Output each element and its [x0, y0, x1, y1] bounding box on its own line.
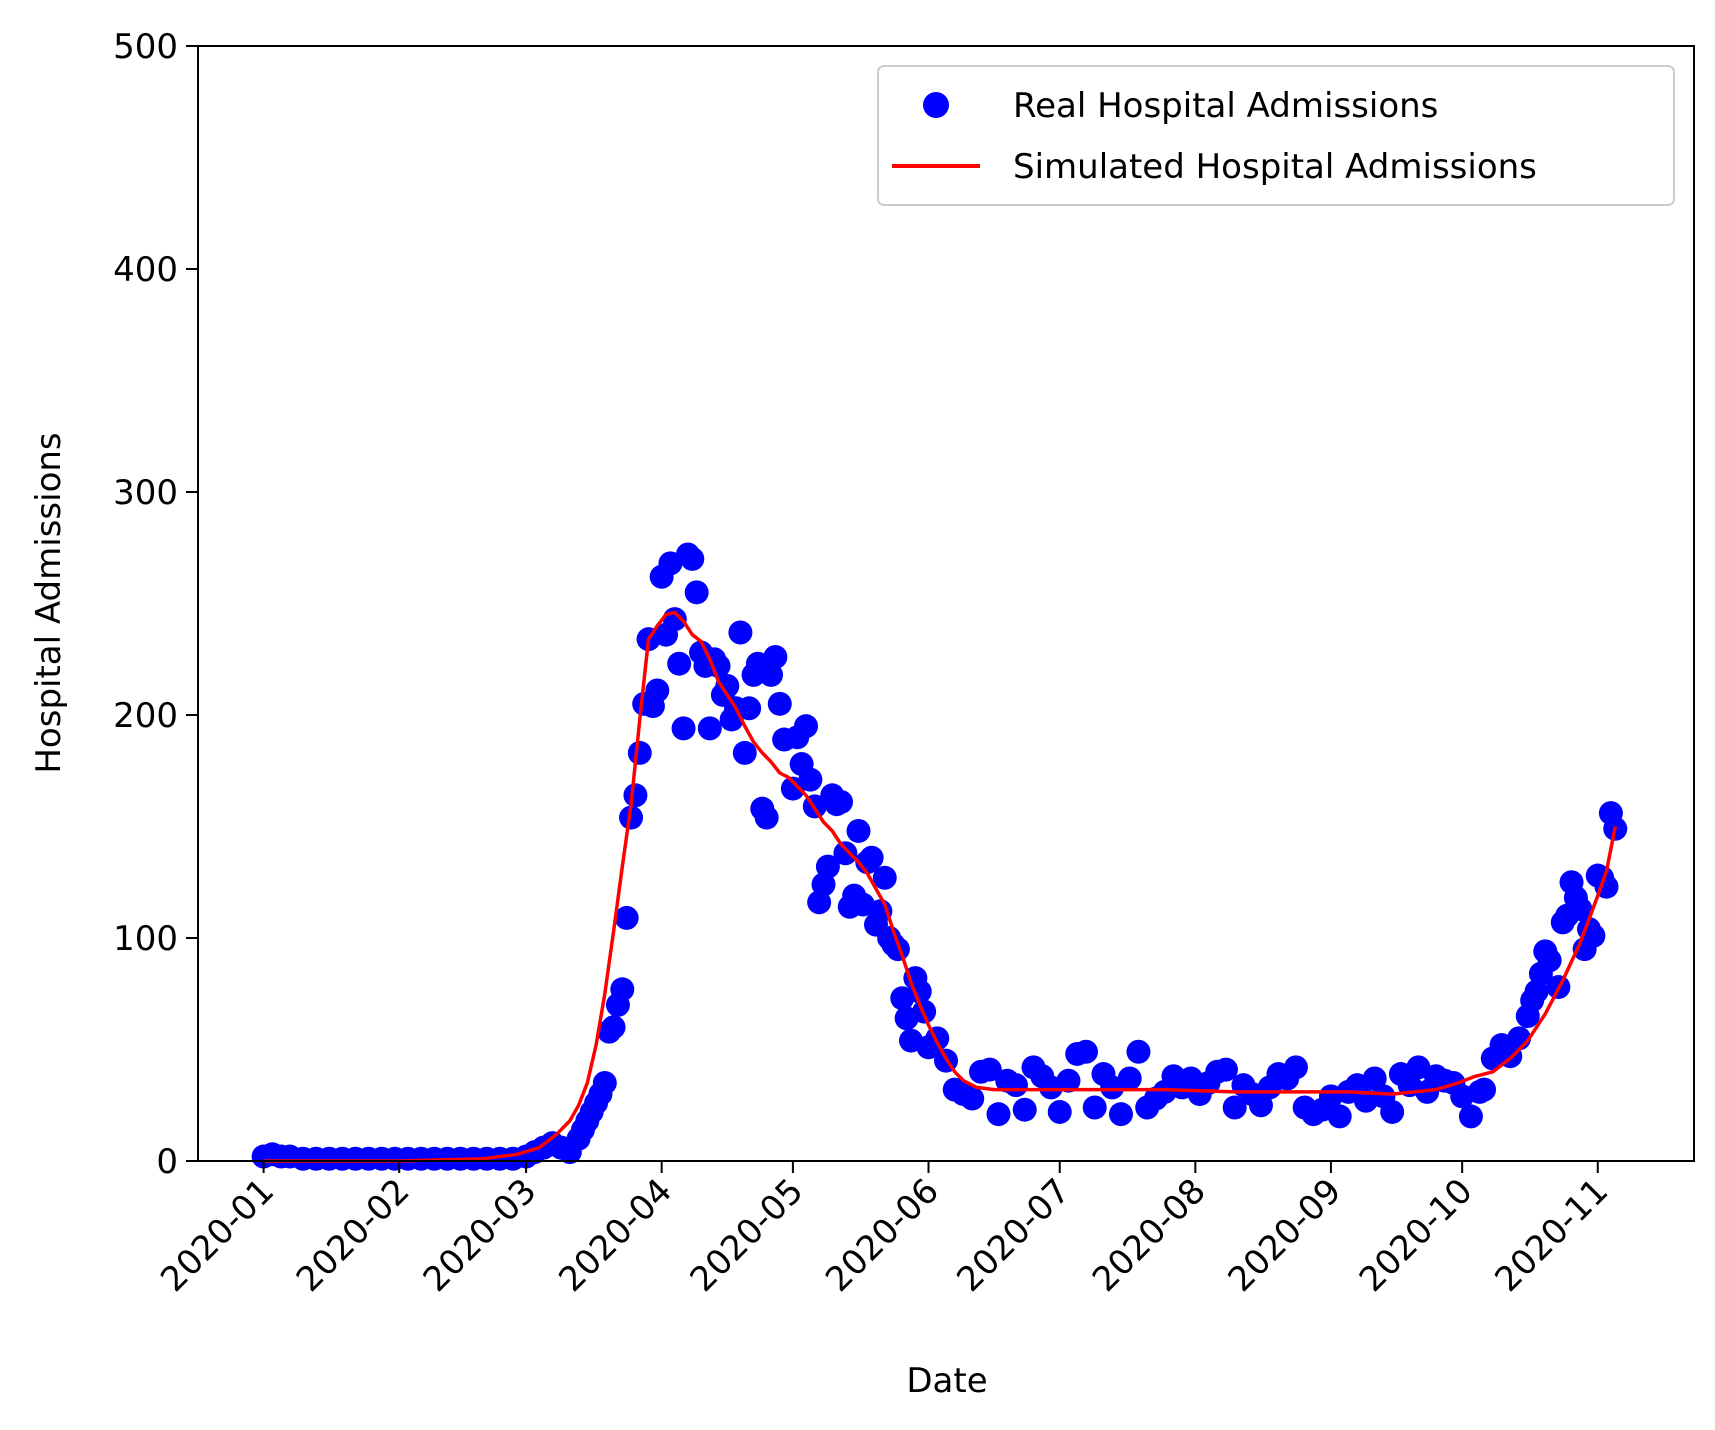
- real-admissions-point: [614, 905, 639, 930]
- real-admissions-point: [1568, 897, 1593, 922]
- real-admissions-point: [763, 645, 788, 670]
- real-admissions-point: [667, 651, 692, 676]
- real-admissions-point: [1248, 1093, 1273, 1118]
- real-admissions-point: [872, 865, 897, 890]
- real-admissions-point: [833, 841, 858, 866]
- y-axis: 0 100 200 300 400 500: [113, 27, 198, 1182]
- real-admissions-point: [610, 977, 635, 1002]
- y-tick-label: 400: [113, 250, 178, 290]
- real-admissions-point: [1082, 1095, 1107, 1120]
- legend: Real Hospital Admissions Simulated Hospi…: [877, 65, 1675, 206]
- real-admissions-point: [815, 854, 840, 879]
- real-admissions-point: [1047, 1099, 1072, 1124]
- real-admissions-point: [1073, 1039, 1098, 1064]
- real-admissions-point: [925, 1026, 950, 1051]
- y-tick-label: 200: [113, 696, 178, 736]
- real-admissions-point: [645, 678, 670, 703]
- plot-marks: [251, 542, 1628, 1171]
- real-admissions-point: [706, 653, 731, 678]
- real-admissions-point: [732, 740, 757, 765]
- real-admissions-point: [1056, 1068, 1081, 1093]
- x-axis-label: Date: [906, 1361, 987, 1401]
- real-admissions-point: [859, 845, 884, 870]
- real-admissions-point: [767, 691, 792, 716]
- real-admissions-point: [623, 783, 648, 808]
- real-admissions-point: [846, 818, 871, 843]
- real-admissions-point: [1003, 1073, 1028, 1098]
- real-admissions-point: [592, 1070, 617, 1095]
- real-admissions-point: [1213, 1057, 1238, 1082]
- real-admissions-point: [1458, 1104, 1483, 1129]
- y-tick-label: 0: [156, 1142, 178, 1182]
- legend-label-real: Real Hospital Admissions: [1013, 86, 1438, 126]
- real-admissions-point: [728, 620, 753, 645]
- real-admissions-point: [1537, 948, 1562, 973]
- real-admissions-point: [794, 714, 819, 739]
- y-tick-label: 100: [113, 919, 178, 959]
- real-admissions-point: [627, 740, 652, 765]
- real-admissions-point: [798, 767, 823, 792]
- real-admissions-point: [619, 805, 644, 830]
- real-admissions-point: [715, 674, 740, 699]
- real-admissions-point: [754, 805, 779, 830]
- legend-box: [877, 65, 1675, 206]
- legend-marker-real: [923, 92, 949, 118]
- y-axis-label: Hospital Admissions: [29, 432, 69, 773]
- real-admissions-point: [684, 580, 709, 605]
- real-admissions-point: [829, 789, 854, 814]
- real-admissions-point: [737, 696, 762, 721]
- y-tick-label: 300: [113, 473, 178, 513]
- real-admissions-point: [1380, 1099, 1405, 1124]
- real-admissions-point: [1126, 1039, 1151, 1064]
- real-admissions-point: [1108, 1102, 1133, 1127]
- real-admissions-point: [1012, 1097, 1037, 1122]
- real-admissions-point: [1581, 923, 1606, 948]
- real-admissions-point: [1117, 1066, 1142, 1091]
- real-admissions-point: [1283, 1055, 1308, 1080]
- real-admissions-point: [1222, 1095, 1247, 1120]
- real-admissions-point: [986, 1102, 1011, 1127]
- real-admissions-point: [977, 1057, 1002, 1082]
- real-admissions-point: [697, 716, 722, 741]
- plot-frame: [197, 45, 1695, 1162]
- y-tick-label: 500: [113, 27, 178, 67]
- simulated-admissions-line: [263, 610, 1618, 1163]
- real-admissions-point: [1362, 1066, 1387, 1091]
- real-admissions-point: [601, 1015, 626, 1040]
- legend-label-simulated: Simulated Hospital Admissions: [1013, 147, 1537, 187]
- real-admissions-point: [1327, 1104, 1352, 1129]
- real-admissions-point: [680, 546, 705, 571]
- real-admissions-point: [671, 716, 696, 741]
- real-admissions-point: [960, 1086, 985, 1111]
- real-admissions-point: [1472, 1077, 1497, 1102]
